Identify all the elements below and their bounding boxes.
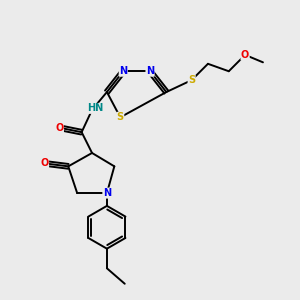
Text: N: N xyxy=(146,66,154,76)
Text: O: O xyxy=(40,158,49,168)
Text: N: N xyxy=(119,66,127,76)
Text: O: O xyxy=(241,50,249,60)
Text: HN: HN xyxy=(87,103,103,113)
Text: S: S xyxy=(117,112,124,122)
Text: N: N xyxy=(103,188,111,198)
Text: S: S xyxy=(188,75,195,85)
Text: O: O xyxy=(55,123,64,133)
